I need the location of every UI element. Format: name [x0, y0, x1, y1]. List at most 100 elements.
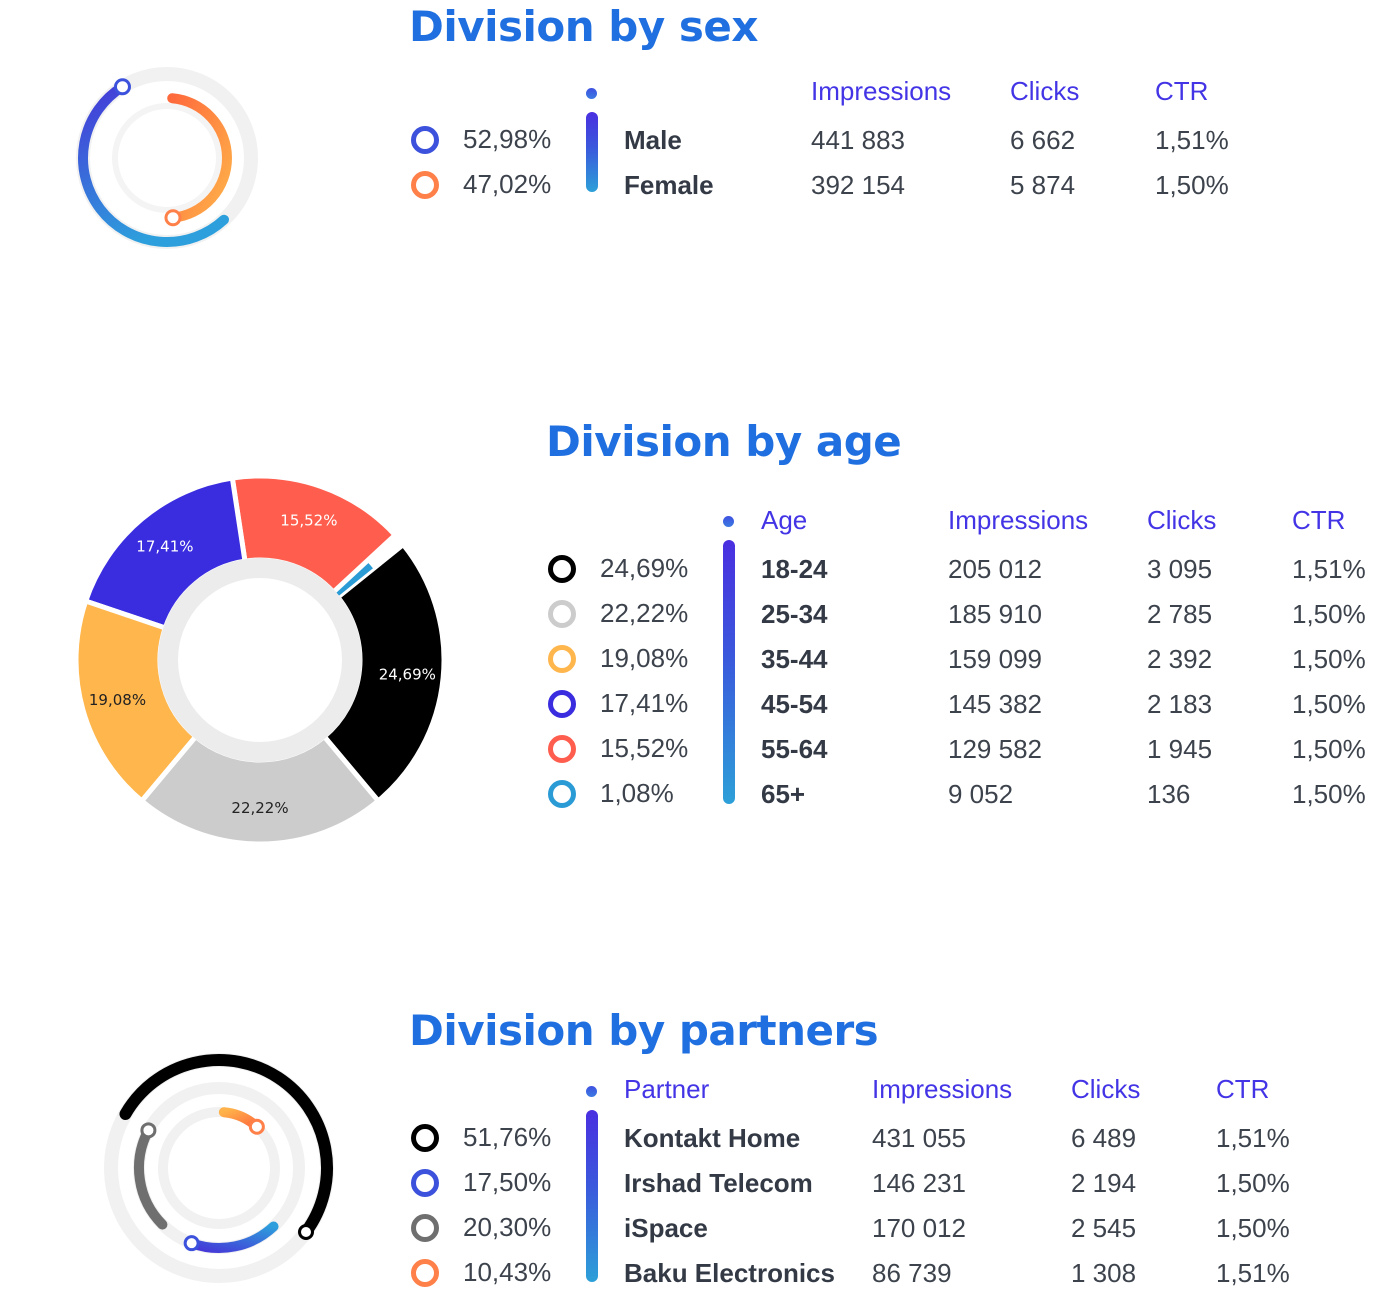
legend-ring-icon — [548, 644, 576, 673]
header-ctr: CTR — [1216, 1074, 1270, 1104]
legend-item: 15,52% — [548, 733, 688, 764]
legend-ring-icon — [411, 1168, 439, 1197]
row-label: Female — [624, 170, 714, 200]
legend-ring-icon — [548, 779, 576, 808]
gradient-bar — [723, 540, 735, 804]
row-ctr: 1,50% — [1155, 170, 1229, 200]
row-ctr: 1,51% — [1155, 125, 1229, 155]
row-ctr: 1,50% — [1292, 644, 1366, 674]
row-label: 35-44 — [761, 644, 828, 674]
legend-ring-icon — [411, 1123, 439, 1152]
row-ctr: 1,50% — [1292, 599, 1366, 629]
row-impressions: 185 910 — [948, 599, 1042, 629]
legend-ring-icon — [548, 554, 576, 583]
legend-pct: 24,69% — [600, 553, 689, 583]
row-label: 55-64 — [761, 734, 828, 764]
row-clicks: 2 785 — [1147, 599, 1213, 629]
row-impressions: 431 055 — [872, 1123, 966, 1153]
arc-irshad-telecom — [186, 1221, 279, 1253]
arc-male — [78, 81, 229, 247]
arc-end-marker — [140, 1122, 157, 1139]
slice-label: 19,08% — [89, 691, 146, 709]
header-clicks: Clicks — [1147, 505, 1217, 535]
legend-ring-icon — [548, 734, 576, 763]
slice-label: 15,52% — [280, 511, 337, 529]
partners-radial-chart — [104, 1053, 334, 1283]
legend-ring-icon — [548, 689, 576, 718]
donut-hole — [178, 578, 342, 742]
legend-item-female: 47,02% — [411, 169, 551, 200]
legend-pct: 47,02% — [463, 169, 552, 199]
track-inner — [112, 103, 222, 213]
row-label: Irshad Telecom — [624, 1168, 813, 1198]
arc-end-marker — [164, 209, 182, 227]
legend-pct: 52,98% — [463, 124, 552, 154]
row-ctr: 1,50% — [1292, 734, 1366, 764]
arc-end-marker — [298, 1223, 315, 1240]
row-label: iSpace — [624, 1213, 708, 1243]
gradient-bar — [586, 1110, 598, 1282]
row-clicks: 5 874 — [1010, 170, 1076, 200]
legend-item: 24,69% — [548, 553, 688, 584]
partners-title: Division by partners — [409, 1006, 879, 1055]
row-impressions: 159 099 — [948, 644, 1042, 674]
header-age: Age — [761, 505, 808, 535]
row-impressions: 146 231 — [872, 1168, 966, 1198]
row-label: Kontakt Home — [624, 1123, 801, 1153]
legend-item: 51,76% — [411, 1122, 551, 1153]
gradient-bar — [586, 112, 598, 192]
row-label: 25-34 — [761, 599, 828, 629]
header-impressions: Impressions — [948, 505, 1089, 535]
header-ctr: CTR — [1292, 505, 1346, 535]
slice-label: 22,22% — [231, 799, 288, 817]
slice-label: 24,69% — [379, 665, 436, 683]
row-label: 45-54 — [761, 689, 828, 719]
legend-item: 10,43% — [411, 1257, 551, 1288]
age-title: Division by age — [546, 417, 902, 466]
legend-item: 22,22% — [548, 598, 688, 629]
legend-ring-icon — [411, 1258, 439, 1287]
header-ctr: CTR — [1155, 76, 1209, 106]
legend-ring-icon — [548, 599, 576, 628]
legend-item-male: 52,98% — [411, 124, 551, 155]
row-clicks: 6 489 — [1071, 1123, 1137, 1153]
legend-item: 17,50% — [411, 1167, 551, 1198]
row-clicks: 136 — [1147, 779, 1191, 809]
row-ctr: 1,50% — [1216, 1213, 1290, 1243]
arc-end-marker — [248, 1118, 265, 1135]
row-ctr: 1,50% — [1216, 1168, 1290, 1198]
sex-title: Division by sex — [409, 2, 758, 51]
slice-label: 17,41% — [136, 538, 193, 556]
row-ctr: 1,51% — [1216, 1258, 1290, 1288]
row-label: 65+ — [761, 779, 806, 809]
arc-ispace — [134, 1125, 168, 1230]
legend-ring-icon — [411, 125, 439, 154]
row-clicks: 1 308 — [1071, 1258, 1137, 1288]
row-ctr: 1,50% — [1292, 689, 1366, 719]
arc-female — [167, 93, 232, 223]
header-clicks: Clicks — [1010, 76, 1080, 106]
row-clicks: 3 095 — [1147, 554, 1213, 584]
legend-ring-icon — [411, 170, 439, 199]
legend-pct: 51,76% — [463, 1122, 552, 1152]
legend-pct: 17,50% — [463, 1167, 552, 1197]
row-clicks: 2 392 — [1147, 644, 1213, 674]
header-impressions: Impressions — [811, 76, 952, 106]
header-dot-icon — [586, 88, 597, 99]
row-impressions: 170 012 — [872, 1213, 966, 1243]
header-impressions: Impressions — [872, 1074, 1013, 1104]
row-clicks: 2 545 — [1071, 1213, 1137, 1243]
header-clicks: Clicks — [1071, 1074, 1141, 1104]
legend-item: 19,08% — [548, 643, 688, 674]
legend-item: 17,41% — [548, 688, 688, 719]
legend-ring-icon — [411, 1213, 439, 1242]
row-impressions: 9 052 — [948, 779, 1014, 809]
sex-radial-chart — [76, 67, 258, 249]
legend-pct: 15,52% — [600, 733, 689, 763]
legend-pct: 10,43% — [463, 1257, 552, 1287]
row-ctr: 1,50% — [1292, 779, 1366, 809]
row-impressions: 145 382 — [948, 689, 1042, 719]
row-label: Baku Electronics — [624, 1258, 835, 1288]
legend-pct: 22,22% — [600, 598, 689, 628]
row-impressions: 86 739 — [872, 1258, 952, 1288]
